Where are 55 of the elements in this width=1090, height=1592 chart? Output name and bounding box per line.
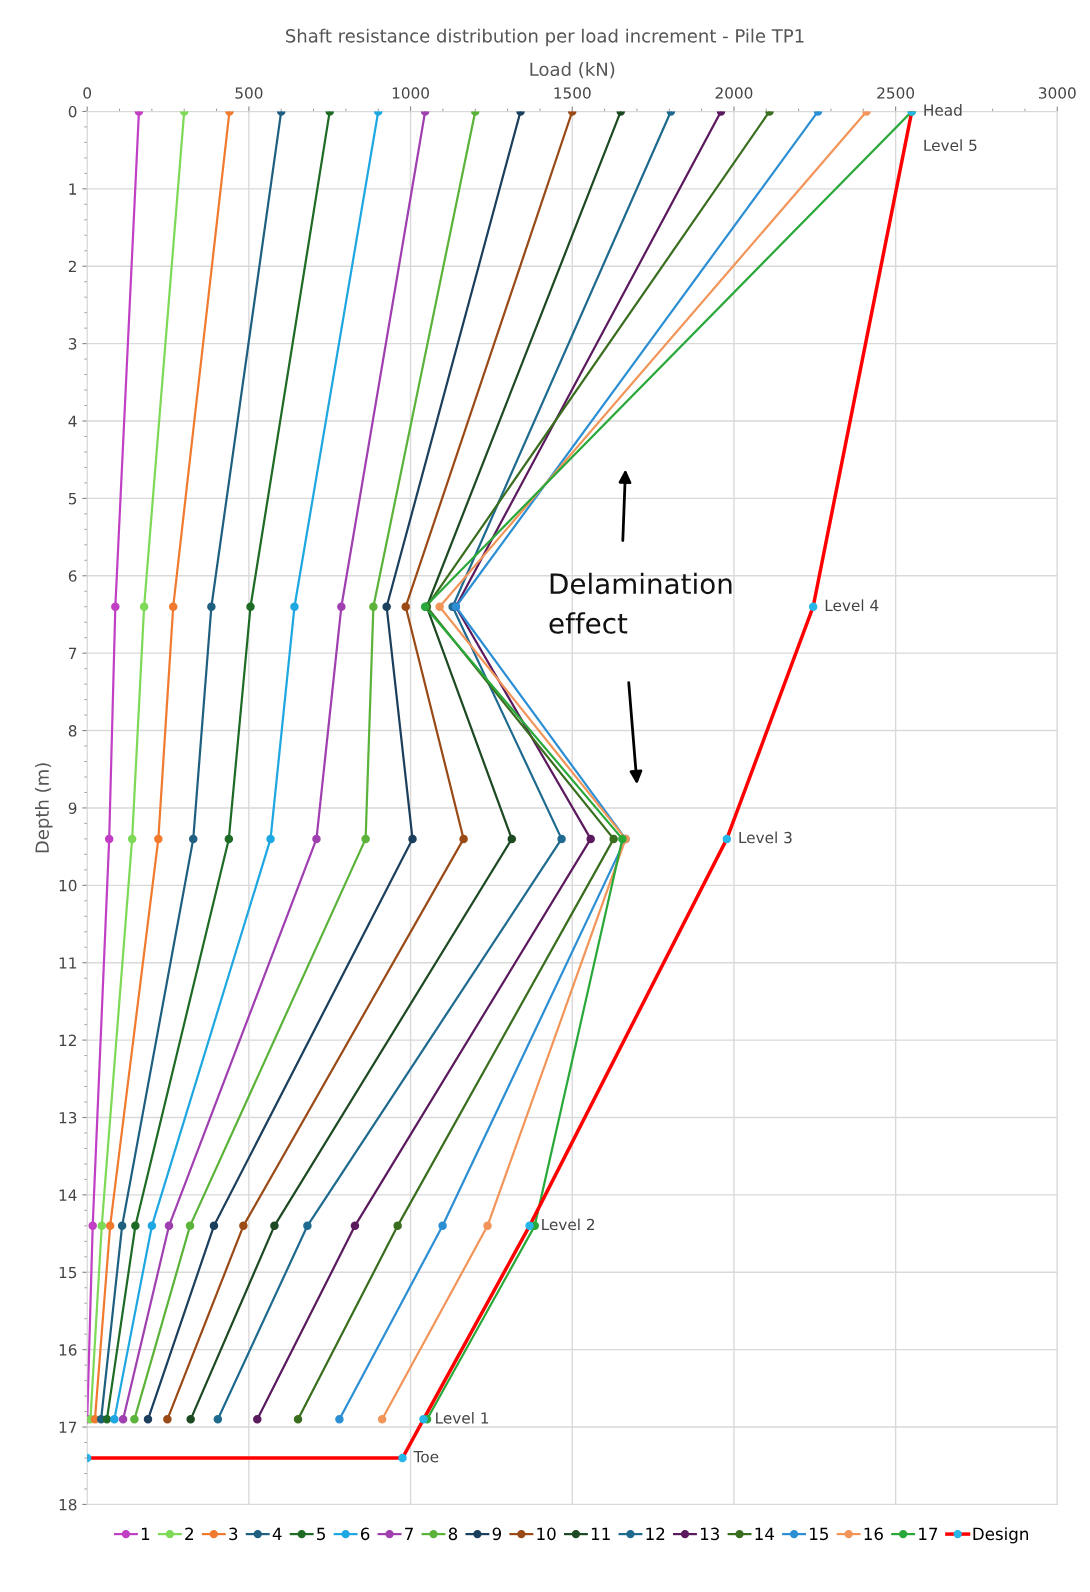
y-tick-label: 14 [59,1189,77,1201]
x-axis-title: Load (kN) [530,62,615,79]
legend-label: 8 [448,1527,458,1541]
annotation: Level 1 [436,1411,489,1424]
annotation: Head [924,104,962,116]
y-tick-label: 5 [68,493,77,505]
legend-label: 13 [700,1527,720,1541]
y-tick-label: 0 [68,105,77,118]
annotation: Level 4 [825,599,879,612]
legend-label: 2 [185,1527,193,1540]
y-tick-label: 9 [68,802,77,814]
y-tick-label: 13 [59,1111,77,1124]
x-tick-label: 3000 [1039,87,1076,99]
annotation: Level 5 [924,139,977,152]
y-tick-label: 7 [69,647,77,659]
annotation: Toe [413,1451,439,1463]
legend-label: 16 [864,1527,883,1541]
legend-label: 12 [646,1527,665,1540]
x-tick-label: 2000 [715,87,753,99]
legend-label: 10 [537,1527,556,1541]
legend-label: 15 [810,1527,828,1541]
annotation: Level 2 [542,1218,595,1231]
y-axis-title: Depth (m) [35,763,53,853]
x-tick-label: 1500 [554,87,591,99]
legend-label: 6 [360,1527,370,1541]
legend-label: 11 [591,1527,610,1540]
x-tick-label: 0 [83,87,92,99]
legend-label: 1 [141,1527,150,1540]
legend-label: 4 [272,1527,282,1540]
y-tick-label: 17 [59,1421,77,1433]
y-tick-label: 1 [69,183,77,195]
y-tick-label: 16 [59,1344,77,1356]
y-tick-label: 4 [68,415,77,427]
legend-label: 7 [405,1527,413,1540]
y-tick-label: 6 [68,570,77,582]
chart-title: Shaft resistance distribution per load increment - Pile TP1 [286,28,804,47]
x-tick-label: 2500 [877,87,915,99]
y-tick-label: 8 [68,725,77,737]
legend-label: 14 [755,1527,774,1540]
legend-label: Design [973,1527,1028,1544]
annotation: Level 3 [739,831,792,844]
y-tick-label: 12 [59,1034,76,1046]
y-tick-label: 18 [59,1498,77,1511]
y-tick-label: 11 [59,957,77,969]
legend-label: 9 [492,1527,502,1541]
x-tick-label: 500 [235,87,263,99]
legend-label: 5 [317,1527,325,1541]
y-tick-label: 15 [59,1266,77,1279]
annotation: Delamination effect [549,572,732,634]
y-tick-label: 10 [59,879,77,892]
y-tick-label: 2 [68,260,76,273]
legend-label: 17 [919,1527,938,1540]
x-tick-label: 1000 [392,87,429,99]
legend-label: 3 [229,1527,238,1541]
y-tick-label: 3 [68,338,77,350]
